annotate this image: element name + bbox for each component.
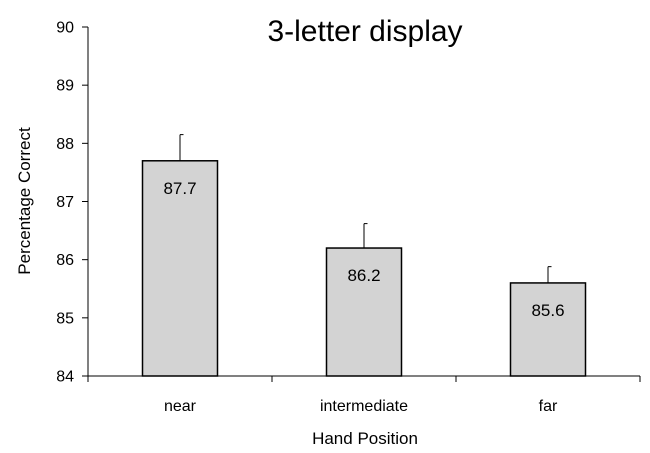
y-tick-label: 90 — [56, 20, 74, 37]
data-label: 87.7 — [163, 179, 196, 198]
bars-group: 87.7 86.2 85.6 — [141, 134, 587, 377]
y-tick-label: 84 — [56, 369, 74, 386]
x-axis: near intermediate far — [87, 375, 641, 415]
y-axis: 84 85 86 87 88 89 90 — [56, 20, 89, 386]
y-axis-title: Percentage Correct — [15, 127, 34, 275]
bar-intermediate — [325, 247, 403, 377]
y-tick-label: 87 — [56, 194, 74, 211]
x-category-label: far — [539, 398, 558, 415]
x-axis-title: Hand Position — [312, 429, 418, 448]
bar-near — [141, 160, 219, 377]
bar-far — [509, 282, 587, 377]
x-category-label: near — [164, 398, 197, 415]
y-tick-label: 86 — [56, 252, 74, 269]
y-tick-label: 88 — [56, 136, 74, 153]
data-label: 86.2 — [347, 266, 380, 285]
y-tick-label: 89 — [56, 78, 74, 95]
x-category-label: intermediate — [320, 398, 408, 415]
data-label: 85.6 — [531, 301, 564, 320]
chart-title: 3-letter display — [267, 15, 462, 48]
y-tick-label: 85 — [56, 310, 74, 327]
